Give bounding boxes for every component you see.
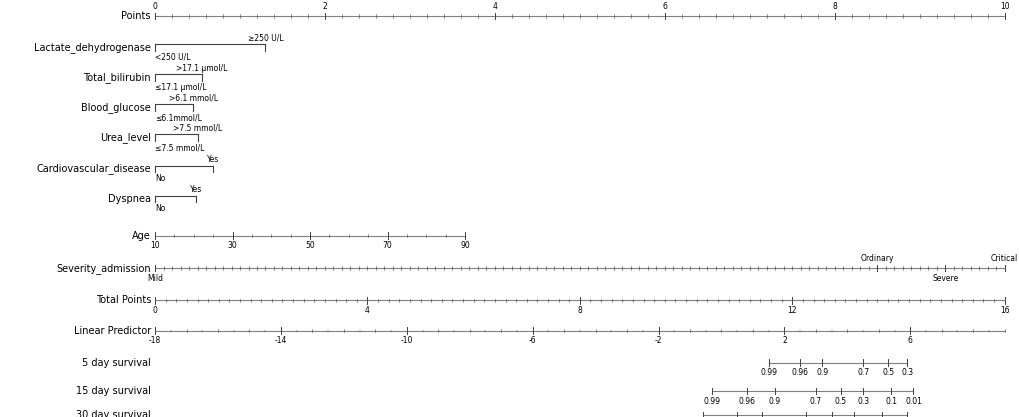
Text: >7.5 mmol/L: >7.5 mmol/L (173, 123, 222, 133)
Text: 0.96: 0.96 (791, 368, 808, 377)
Text: ≤7.5 mmol/L: ≤7.5 mmol/L (155, 143, 204, 152)
Text: Total_bilirubin: Total_bilirubin (84, 72, 151, 83)
Text: -18: -18 (149, 336, 161, 345)
Text: 0.9: 0.9 (768, 397, 781, 406)
Text: 8: 8 (577, 306, 582, 315)
Text: Cardiovascular_disease: Cardiovascular_disease (37, 163, 151, 174)
Text: 0.99: 0.99 (759, 368, 776, 377)
Text: 4: 4 (365, 306, 370, 315)
Text: 0.01: 0.01 (904, 397, 921, 406)
Text: Yes: Yes (207, 155, 219, 164)
Text: Yes: Yes (190, 185, 202, 194)
Text: 0.5: 0.5 (881, 368, 894, 377)
Text: 0.7: 0.7 (856, 368, 868, 377)
Text: Age: Age (132, 231, 151, 241)
Text: 5 day survival: 5 day survival (83, 358, 151, 368)
Text: Linear Predictor: Linear Predictor (73, 326, 151, 336)
Text: 2: 2 (782, 336, 786, 345)
Text: Blood_glucose: Blood_glucose (82, 102, 151, 113)
Text: 0.3: 0.3 (900, 368, 912, 377)
Text: 0.7: 0.7 (809, 397, 821, 406)
Text: 0: 0 (153, 306, 157, 315)
Text: >17.1 μmol/L: >17.1 μmol/L (176, 63, 227, 73)
Text: Critical: Critical (990, 254, 1017, 263)
Text: Urea_level: Urea_level (100, 132, 151, 143)
Text: 16: 16 (999, 306, 1009, 315)
Text: ≤17.1 μmol/L: ≤17.1 μmol/L (155, 83, 206, 92)
Text: 0.99: 0.99 (703, 397, 719, 406)
Text: ≤6.1mmol/L: ≤6.1mmol/L (155, 113, 202, 122)
Text: ≥250 U/L: ≥250 U/L (248, 33, 283, 43)
Text: 30: 30 (227, 241, 237, 250)
Text: 50: 50 (305, 241, 315, 250)
Text: 0.3: 0.3 (856, 397, 868, 406)
Text: Severity_admission: Severity_admission (56, 263, 151, 274)
Text: -2: -2 (654, 336, 661, 345)
Text: Points: Points (121, 11, 151, 21)
Text: 6: 6 (661, 2, 666, 11)
Text: Dyspnea: Dyspnea (108, 194, 151, 204)
Text: 90: 90 (460, 241, 470, 250)
Text: 30 day survival: 30 day survival (76, 410, 151, 417)
Text: 4: 4 (492, 2, 497, 11)
Text: -14: -14 (274, 336, 286, 345)
Text: 15 day survival: 15 day survival (76, 386, 151, 396)
Text: Total Points: Total Points (96, 295, 151, 305)
Text: >6.1 mmol/L: >6.1 mmol/L (168, 93, 218, 103)
Text: 0: 0 (153, 2, 157, 11)
Text: Lactate_dehydrogenase: Lactate_dehydrogenase (34, 42, 151, 53)
Text: No: No (155, 204, 165, 214)
Text: 8: 8 (832, 2, 837, 11)
Text: 0.5: 0.5 (835, 397, 847, 406)
Text: 0.96: 0.96 (738, 397, 754, 406)
Text: No: No (155, 174, 165, 183)
Text: Mild: Mild (147, 274, 163, 283)
Text: 10: 10 (150, 241, 160, 250)
Text: -10: -10 (400, 336, 413, 345)
Text: 12: 12 (787, 306, 796, 315)
Text: 0.9: 0.9 (815, 368, 827, 377)
Text: 2: 2 (322, 2, 327, 11)
Text: <250 U/L: <250 U/L (155, 53, 191, 62)
Text: -6: -6 (528, 336, 536, 345)
Text: Ordinary: Ordinary (860, 254, 893, 263)
Text: 6: 6 (907, 336, 912, 345)
Text: 0.1: 0.1 (884, 397, 897, 406)
Text: 10: 10 (999, 2, 1009, 11)
Text: 70: 70 (382, 241, 392, 250)
Text: Severe: Severe (931, 274, 958, 283)
